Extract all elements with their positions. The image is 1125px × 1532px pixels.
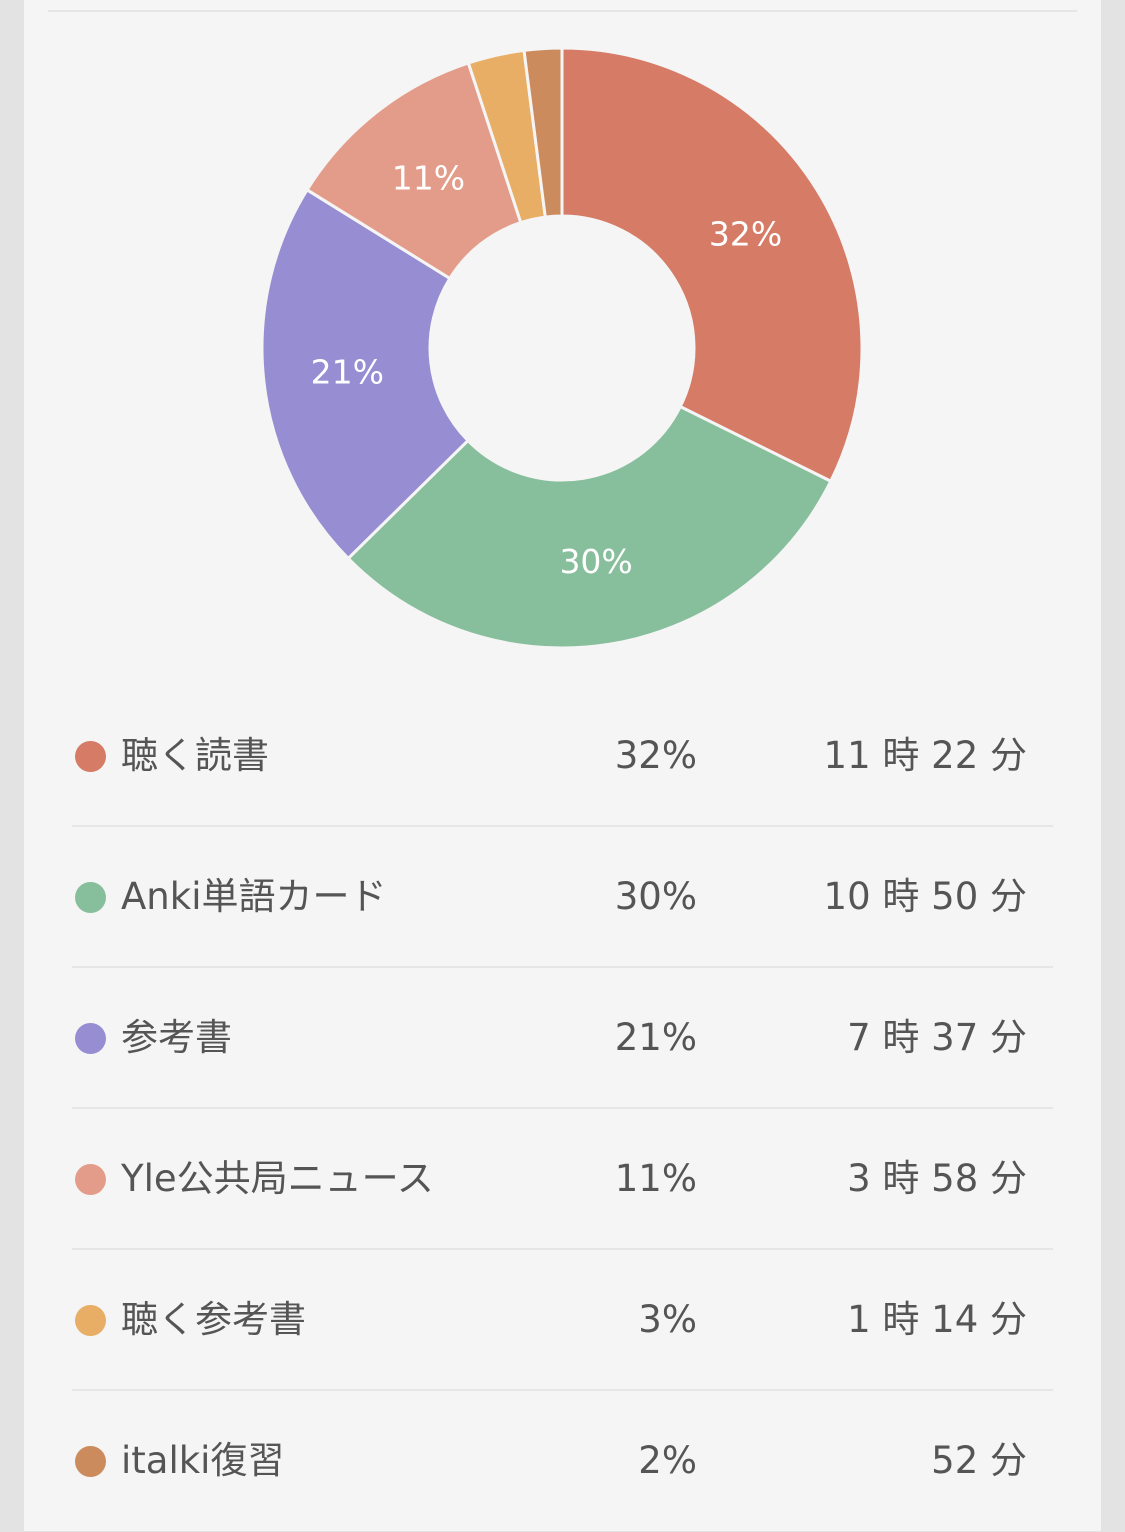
donut-slice[interactable]: [305, 61, 523, 281]
legend-label: italki復習: [121, 1439, 285, 1482]
slice-label: 11%: [392, 159, 465, 198]
legend-percent: 30%: [614, 875, 697, 918]
legend-duration: 10 時 50 分: [823, 875, 1027, 918]
donut-slice[interactable]: [560, 46, 864, 484]
top-divider: [48, 10, 1077, 12]
legend-label: 聴く読書: [121, 734, 269, 777]
legend-duration: 52 分: [931, 1439, 1027, 1482]
legend: 聴く読書 32% 11 時 22 分 Anki単語カード 30% 10 時 50…: [72, 686, 1053, 1532]
legend-duration: 11 時 22 分: [823, 734, 1027, 777]
legend-row[interactable]: italki復習 2% 52 分: [72, 1391, 1053, 1532]
legend-percent: 32%: [614, 734, 697, 777]
slice-label: 32%: [709, 215, 782, 254]
donut-slice[interactable]: [346, 404, 833, 650]
legend-percent: 21%: [614, 1016, 697, 1059]
legend-percent: 3%: [638, 1298, 697, 1341]
legend-row[interactable]: Anki単語カード 30% 10 時 50 分: [72, 827, 1053, 968]
legend-percent: 11%: [614, 1157, 697, 1200]
legend-label: Anki単語カード: [121, 875, 387, 918]
legend-label: 参考書: [121, 1016, 232, 1059]
donut-slice[interactable]: [522, 46, 564, 219]
legend-row[interactable]: 参考書 21% 7 時 37 分: [72, 968, 1053, 1109]
legend-duration: 1 時 14 分: [847, 1298, 1027, 1341]
legend-swatch-dot: [75, 1164, 106, 1195]
donut-chart: 32% 30% 21% 11%: [260, 46, 864, 650]
donut-slice[interactable]: [260, 187, 471, 561]
legend-swatch-dot: [75, 1446, 106, 1477]
legend-label: 聴く参考書: [121, 1298, 306, 1341]
slice-label: 21%: [311, 352, 384, 391]
legend-row[interactable]: Yle公共局ニュース 11% 3 時 58 分: [72, 1109, 1053, 1250]
slice-label: 30%: [559, 542, 632, 581]
legend-swatch-dot: [75, 882, 106, 913]
legend-row[interactable]: 聴く読書 32% 11 時 22 分: [72, 686, 1053, 827]
legend-swatch-dot: [75, 1023, 106, 1054]
legend-row[interactable]: 聴く参考書 3% 1 時 14 分: [72, 1250, 1053, 1391]
chart-card: [24, 0, 1101, 1531]
legend-swatch-dot: [75, 741, 106, 772]
legend-duration: 7 時 37 分: [847, 1016, 1027, 1059]
legend-swatch-dot: [75, 1305, 106, 1336]
legend-label: Yle公共局ニュース: [121, 1157, 434, 1200]
legend-duration: 3 時 58 分: [847, 1157, 1027, 1200]
legend-percent: 2%: [638, 1439, 697, 1482]
